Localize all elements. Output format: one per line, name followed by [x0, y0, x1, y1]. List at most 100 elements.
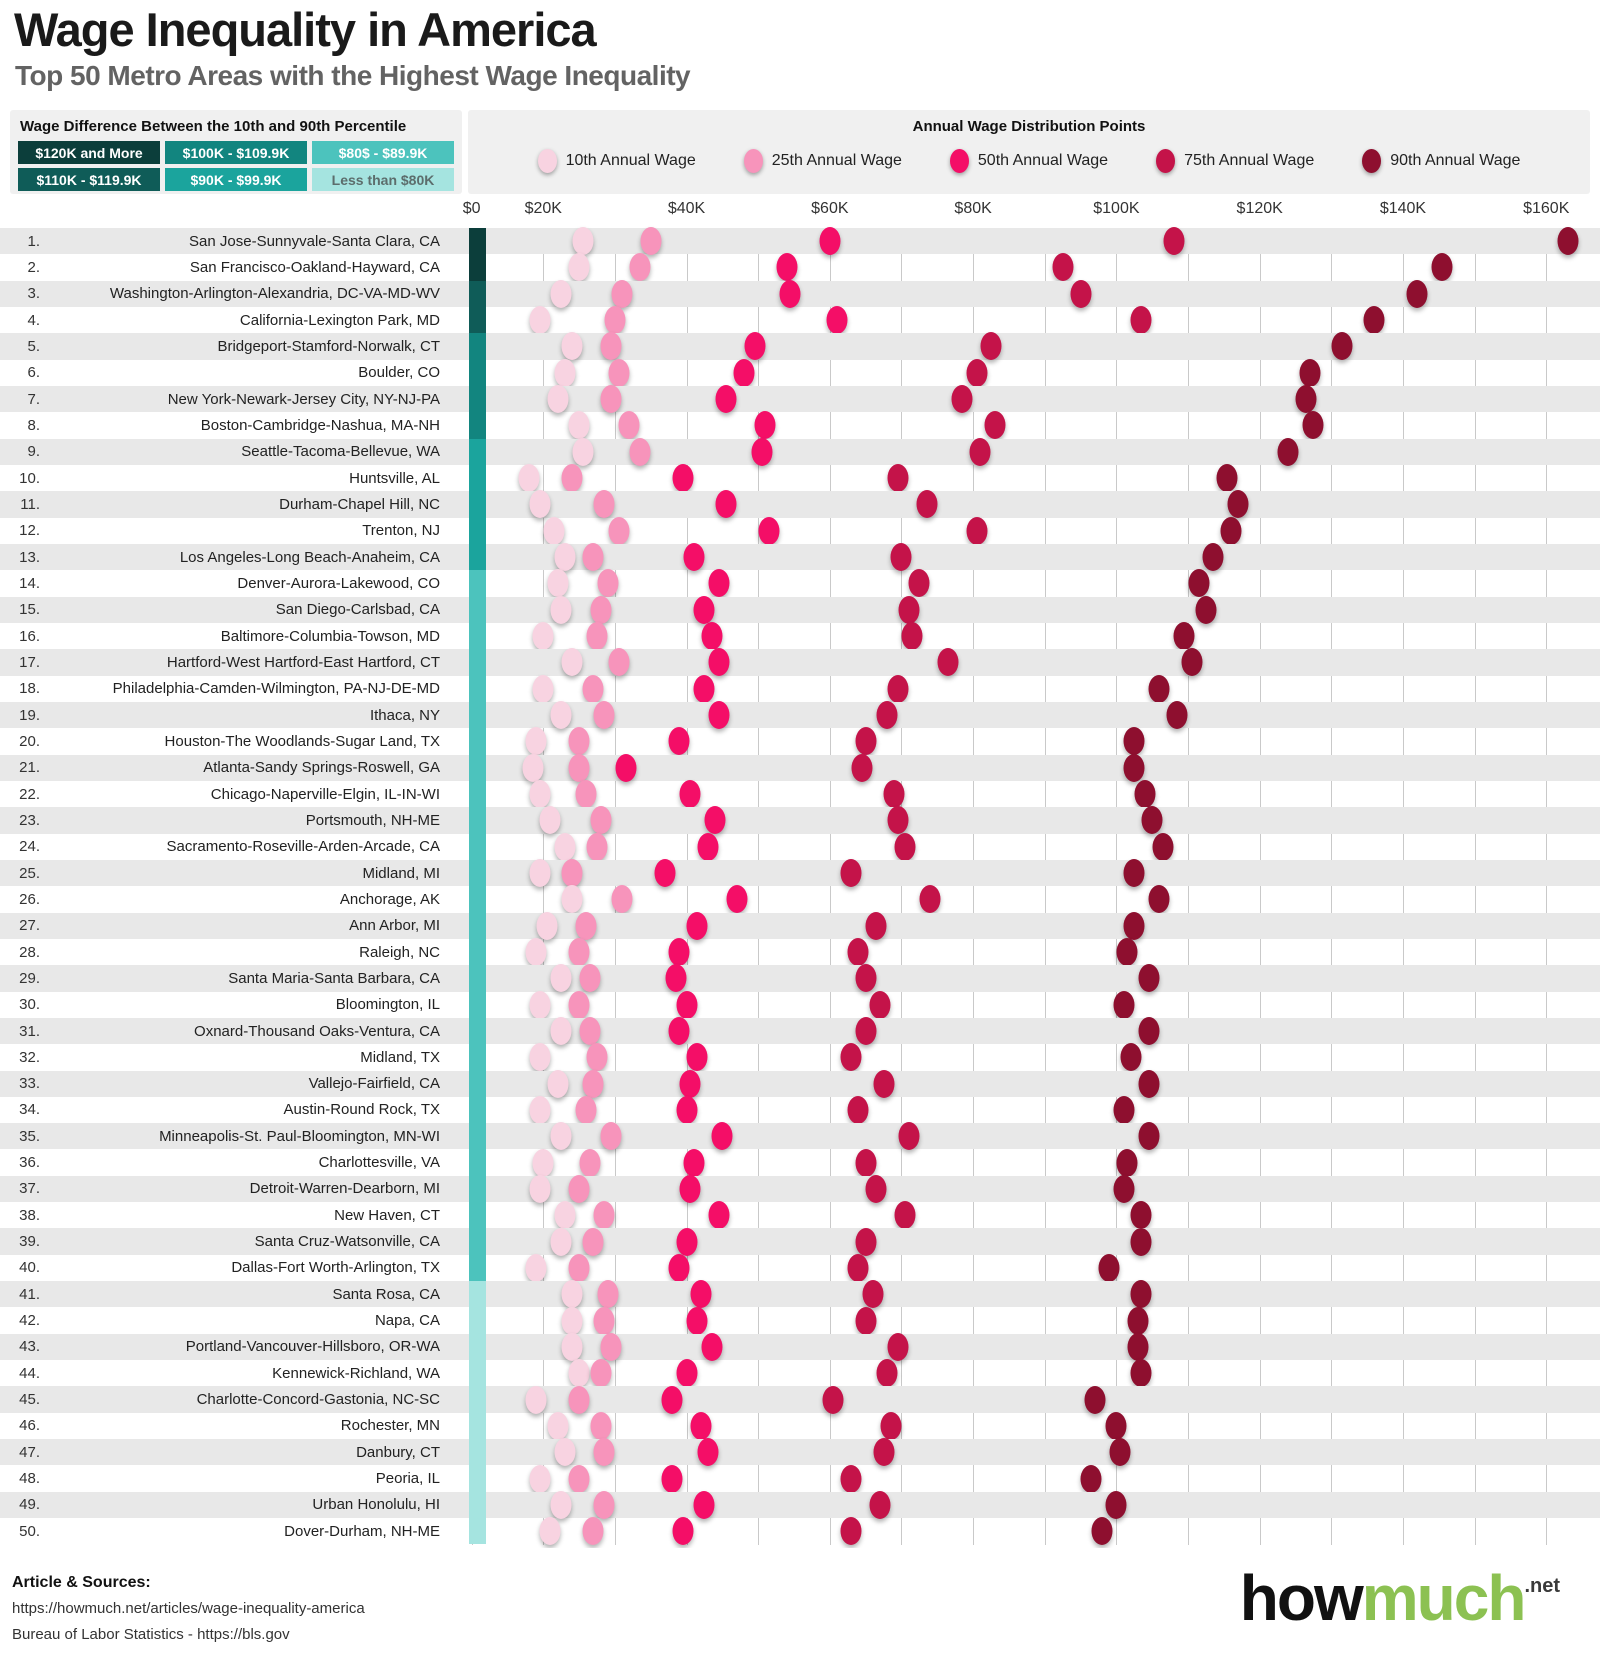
source-article-url: https://howmuch.net/articles/wage-inequa…: [12, 1600, 365, 1617]
dot-p90: [1113, 990, 1135, 1019]
dot-p75: [876, 701, 898, 730]
rank-label: 5.: [27, 337, 40, 355]
dot-p75: [919, 885, 941, 914]
metro-label: Huntsville, AL: [349, 469, 440, 487]
diff-legend-chip-110s: $110K - $119.9K: [18, 168, 160, 191]
metro-row-47: 47. Danbury, CT: [0, 1438, 1600, 1467]
dot-p90: [1173, 622, 1195, 651]
dot-p90: [1123, 859, 1145, 888]
dot-p50: [683, 543, 705, 572]
metro-row-31: 31. Oxnard-Thousand Oaks-Ventura, CA: [0, 1017, 1600, 1045]
dot-p50: [751, 437, 773, 466]
dot-p75: [855, 964, 877, 993]
dot-p50: [733, 358, 755, 387]
diff-legend-chip-100s: $100K - $109.9K: [165, 141, 307, 164]
rank-label: 30.: [19, 996, 40, 1014]
metro-row-34: 34. Austin-Round Rock, TX: [0, 1095, 1600, 1124]
dot-p25: [608, 516, 629, 545]
diff-bar-80s: [469, 570, 486, 597]
dot-p10: [561, 1332, 583, 1361]
metro-label: Santa Maria-Santa Barbara, CA: [228, 969, 440, 987]
dot-p50: [676, 1095, 698, 1124]
metro-row-14: 14. Denver-Aurora-Lakewood, CO: [0, 569, 1600, 598]
diff-bar-80s: [469, 1096, 486, 1124]
dot-p50: [819, 227, 841, 256]
dot-p10: [561, 1280, 583, 1309]
wage-difference-legend-chips: $120K and More $100K - $109.9K $80$ - $89.…: [18, 141, 454, 191]
dot-p10: [547, 385, 569, 414]
dot-p75: [951, 385, 973, 414]
dot-p90: [1227, 490, 1249, 519]
dot-p75: [840, 1464, 862, 1493]
dot-p90: [1116, 938, 1138, 967]
diff-bar-90s: [469, 543, 486, 571]
dot-p50: [676, 990, 698, 1019]
metro-row-17: 17. Hartford-West Hartford-East Hartford,…: [0, 648, 1600, 677]
axis-tick-100k: $100K: [1093, 200, 1140, 217]
dot-p10: [525, 938, 547, 967]
dot-p10: [536, 911, 558, 940]
dot-p25: [600, 1332, 622, 1361]
dot-p50: [701, 622, 723, 651]
dot-p25: [579, 964, 601, 993]
dot-p10: [525, 1253, 547, 1282]
metro-label: Houston-The Woodlands-Sugar Land, TX: [164, 732, 440, 750]
dot-p10: [572, 227, 594, 256]
rank-label: 3.: [27, 285, 40, 303]
metro-label: Anchorage, AK: [339, 890, 440, 908]
dot-p50: [672, 464, 694, 493]
dot-p25: [586, 622, 608, 651]
rank-label: 23.: [19, 811, 40, 829]
diff-bar-100s: [469, 333, 486, 360]
metro-row-26: 26. Anchorage, AK: [0, 885, 1600, 914]
dot-p25: [593, 490, 615, 519]
rank-label: 9.: [27, 443, 40, 461]
dot-p75: [847, 1253, 869, 1282]
rank-label: 42.: [19, 1312, 40, 1330]
dot-p75: [966, 516, 988, 545]
metro-label: Atlanta-Sandy Springs-Roswell, GA: [203, 759, 440, 777]
dot-p10: [550, 701, 572, 730]
dot-p25: [586, 1043, 608, 1072]
points-legend-entry-p10: 10th Annual Wage: [537, 149, 696, 173]
dot-p90: [1148, 885, 1170, 914]
dot-p50: [715, 385, 737, 414]
dot-p50: [708, 648, 730, 677]
dot-p75: [1070, 279, 1092, 308]
rank-label: 47.: [19, 1443, 40, 1461]
dot-p75: [1130, 306, 1152, 335]
dot-p10: [561, 1306, 583, 1335]
metro-row-48: 48. Peoria, IL: [0, 1464, 1600, 1493]
dot-p25: [568, 1174, 590, 1203]
dot-p10: [547, 1411, 569, 1440]
dot-p50: [744, 332, 766, 361]
gridline-130k: [1331, 228, 1333, 1545]
dot-p10: [550, 1017, 572, 1045]
diff-bar-80s: [469, 938, 486, 966]
dot-p50: [668, 1017, 690, 1045]
metro-row-11: 11. Durham-Chapel Hill, NC: [0, 490, 1600, 519]
dot-p90: [1113, 1174, 1135, 1203]
dot-p90: [1431, 253, 1453, 282]
dot-p50: [683, 1148, 705, 1177]
diff-bar-under80: [469, 1386, 486, 1413]
dot-p90: [1123, 753, 1145, 782]
metro-row-50: 50. Dover-Durham, NH-ME: [0, 1517, 1600, 1546]
dot-p10: [529, 1464, 551, 1493]
rank-label: 49.: [19, 1496, 40, 1514]
dot-p10: [539, 1517, 561, 1546]
dot-p75: [966, 358, 988, 387]
legend-label-p10: 10th Annual Wage: [565, 152, 696, 169]
dot-p10: [550, 964, 572, 993]
diff-bar-80s: [469, 1044, 486, 1071]
dot-p25: [582, 674, 604, 703]
metro-label: Rochester, MN: [340, 1417, 440, 1435]
dot-p10: [547, 569, 569, 598]
dot-p50: [708, 569, 730, 598]
metro-label: Charlotte-Concord-Gastonia, NC-SC: [196, 1391, 440, 1409]
dot-p75: [898, 1122, 920, 1151]
dot-p50: [665, 964, 687, 993]
metro-row-30: 30. Bloomington, IL: [0, 990, 1600, 1019]
dot-p50: [690, 1280, 712, 1309]
diff-bar-80s: [469, 780, 486, 808]
